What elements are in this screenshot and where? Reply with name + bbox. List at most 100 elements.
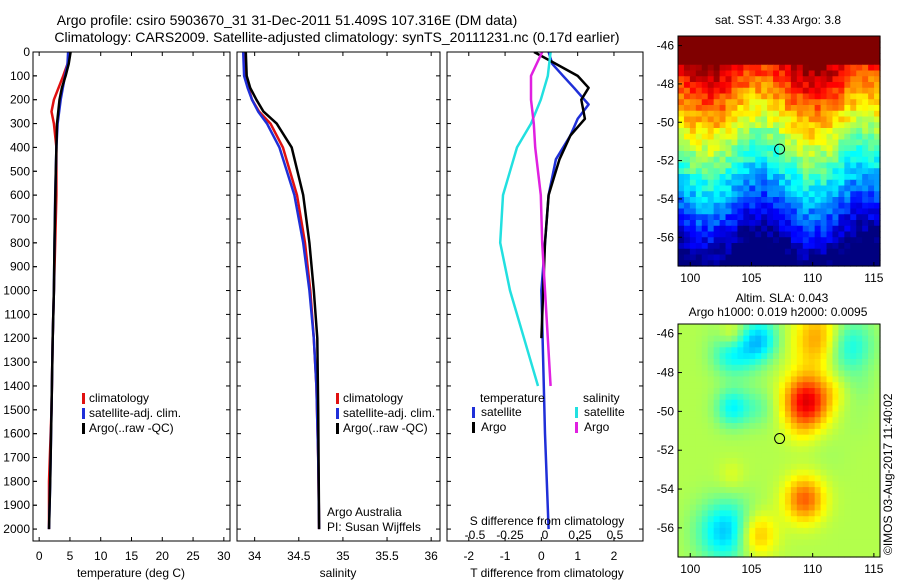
heatmap-cell (767, 53, 774, 60)
heatmap-cell (832, 423, 840, 430)
heatmap-cell (868, 128, 875, 135)
heatmap-cell (790, 99, 798, 106)
heatmap-cell (755, 139, 762, 146)
heatmap-cell (701, 411, 709, 418)
heatmap-cell (743, 434, 750, 442)
heatmap-cell (767, 70, 774, 77)
heatmap-cell (814, 41, 822, 49)
heatmap-cell (707, 179, 715, 187)
heatmap-cell (844, 202, 851, 210)
heatmap-cell (701, 370, 709, 378)
heatmap-cell (838, 47, 845, 54)
heatmap-cell (737, 231, 744, 238)
heatmap-cell (826, 254, 834, 261)
heatmap-cell (808, 220, 816, 227)
heatmap-cell (814, 47, 822, 54)
heatmap-cell (838, 53, 845, 60)
heatmap-cell (790, 179, 798, 187)
heatmap-cell (784, 47, 792, 54)
heatmap-cell (808, 452, 816, 459)
heatmap-cell (761, 122, 768, 129)
heatmap-cell (678, 411, 685, 418)
heatmap-cell (713, 70, 721, 77)
heatmap-cell (767, 225, 774, 233)
heatmap-cell (683, 99, 691, 106)
heatmap-cell (737, 358, 744, 366)
heatmap-cell (784, 139, 792, 146)
heatmap-cell (868, 208, 875, 215)
heatmap-cell (796, 122, 804, 129)
heatmap-cell (856, 469, 863, 477)
heatmap-cell (683, 335, 691, 343)
heatmap-cell (832, 522, 840, 529)
heatmap-cell (695, 36, 703, 43)
heatmap-cell (743, 405, 750, 412)
heatmap-cell (755, 492, 762, 500)
heatmap-cell (826, 492, 834, 500)
heatmap-cell (820, 446, 828, 453)
heatmap-cell (773, 475, 780, 482)
heatmap-cell (725, 393, 733, 401)
heatmap-cell (725, 237, 733, 244)
heatmap-cell (731, 220, 739, 227)
heatmap-cell (779, 353, 786, 360)
heatmap-cell (701, 179, 709, 187)
heatmap-cell (725, 504, 733, 511)
heatmap-cell (820, 423, 828, 430)
heatmap-cell (856, 481, 863, 488)
heatmap-cell (755, 179, 762, 187)
heatmap-cell (731, 82, 739, 89)
sst-profile-marker (774, 143, 786, 155)
heatmap-cell (790, 510, 798, 517)
heatmap-cell (731, 122, 739, 129)
heatmap-cell (868, 179, 875, 187)
heatmap-cell (832, 260, 840, 267)
heatmap-cell (689, 388, 697, 395)
heatmap-cell (838, 463, 845, 471)
heatmap-cell (713, 533, 721, 541)
heatmap-cell (731, 324, 739, 331)
heatmap-cell (767, 364, 774, 372)
heatmap-cell (826, 504, 834, 511)
heatmap-cell (773, 47, 780, 54)
heatmap-cell (868, 185, 875, 192)
heatmap-cell (701, 463, 709, 471)
series-line (498, 52, 552, 387)
heatmap-cell (737, 376, 744, 383)
heatmap-cell (784, 358, 792, 366)
heatmap-cell (850, 388, 857, 395)
heatmap-cell (832, 202, 840, 210)
heatmap-cell (701, 498, 709, 506)
heatmap-cell (784, 151, 792, 158)
heatmap-cell (719, 376, 727, 383)
heatmap-cell (749, 248, 756, 256)
heatmap-cell (773, 116, 780, 123)
heatmap-cell (820, 481, 828, 488)
heatmap-cell (683, 516, 691, 523)
s-diff-tick-label: 0.25 (568, 528, 592, 542)
heatmap-cell (683, 353, 691, 360)
heatmap-cell (731, 225, 739, 233)
heatmap-cell (689, 145, 697, 152)
heatmap-cell (707, 168, 715, 175)
heatmap-cell (749, 516, 756, 523)
heatmap-cell (767, 99, 774, 106)
heatmap-cell (755, 423, 762, 430)
heatmap-cell (868, 475, 875, 482)
heatmap-cell (832, 122, 840, 129)
heatmap-cell (767, 533, 774, 541)
heatmap-cell (767, 122, 774, 129)
heatmap-cell (725, 452, 733, 459)
heatmap-cell (683, 174, 691, 181)
heatmap-cell (808, 463, 816, 471)
heatmap-cell (814, 93, 822, 100)
depth-tick-label: 600 (10, 188, 30, 202)
heatmap-cell (820, 393, 828, 401)
heatmap-cell (719, 324, 727, 331)
x-tick-label: 0 (538, 549, 545, 563)
heatmap-cell (868, 110, 875, 118)
heatmap-cell (695, 411, 703, 418)
heatmap-cell (749, 539, 756, 546)
heatmap-cell (701, 457, 709, 465)
heatmap-cell (838, 116, 845, 123)
